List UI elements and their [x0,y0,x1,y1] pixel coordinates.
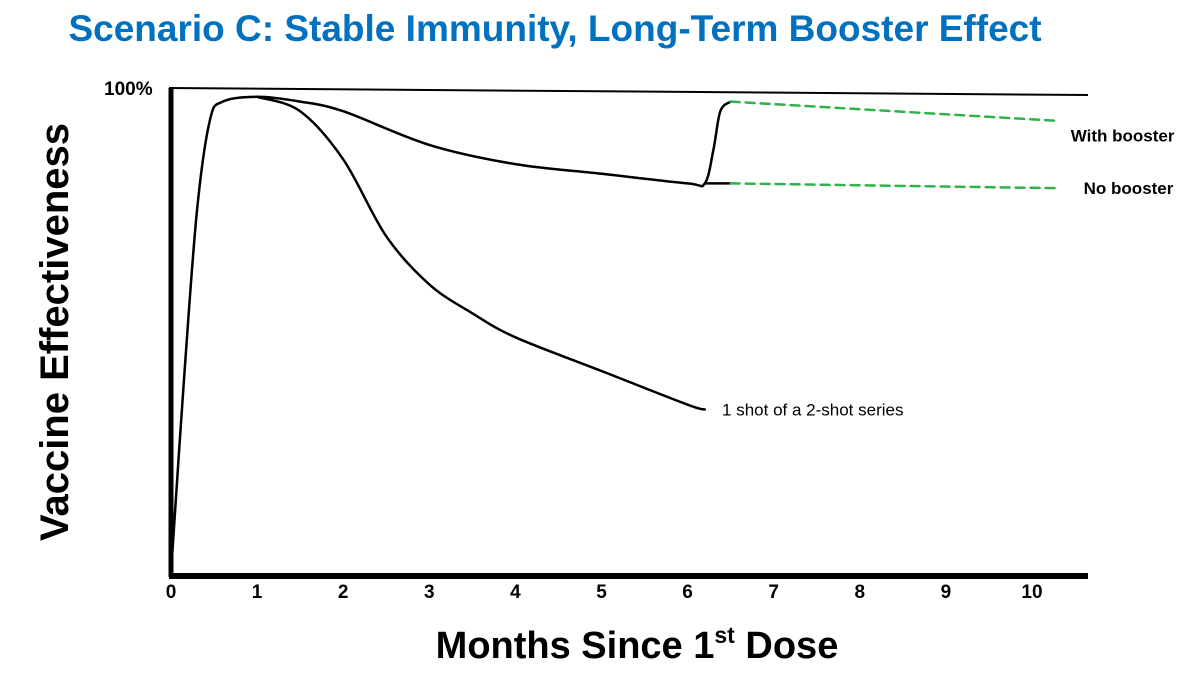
series-lines [169,95,1060,575]
y-axis-label: Vaccine Effectiveness [33,123,77,541]
annotation-label: No booster [1084,179,1174,198]
x-tick-label: 9 [941,582,952,603]
x-axis-label-sup: st [714,622,735,648]
y-max-label: 100% [104,79,153,100]
annotation-label: 1 shot of a 2-shot series [722,400,903,419]
x-tick-label: 6 [682,582,693,603]
x-tick-label: 7 [768,582,779,603]
x-tick-label: 0 [166,582,177,603]
series-line-no-booster-dashed [729,182,1060,190]
top-reference-line [168,87,1089,96]
series-line-1-shot-of-a-2-shot-series-solid [255,95,707,411]
series-line-with-booster-dashed [729,100,1060,123]
x-axis-label: Months Since 1st Dose [436,622,839,667]
x-tick-label: 1 [252,582,263,603]
x-tick-label: 10 [1021,582,1042,603]
x-tick-label: 8 [855,582,866,603]
x-axis-label-rest: Dose [735,625,838,667]
x-tick-label: 3 [424,582,435,603]
series-line-with-booster-solid [169,95,732,575]
x-tick-label: 2 [338,582,349,603]
annotation-label: With booster [1071,126,1175,145]
annotations: With booster No booster 1 shot of a 2-shot… [722,126,1175,419]
x-tick-label: 4 [510,582,521,603]
x-tick-labels: 0 1 2 3 4 5 6 7 8 9 10 [166,582,1043,603]
chart-title: Scenario C: Stable Immunity, Long-Term B… [68,8,1042,49]
x-axis-label-main: Months Since 1 [436,625,715,667]
x-tick-label: 5 [596,582,607,603]
